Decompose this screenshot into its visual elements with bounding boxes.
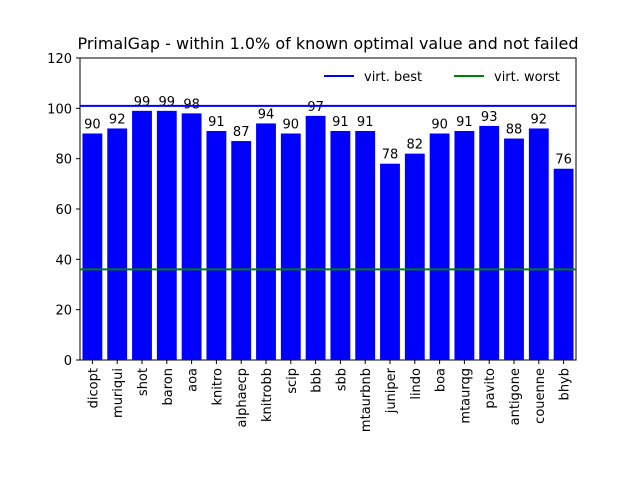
reference-lines-group (80, 104, 576, 271)
data-label-antigone: 88 (506, 123, 523, 138)
data-label-sbb: 91 (332, 115, 349, 130)
y-tick-label-60: 60 (55, 203, 72, 218)
x-tick-label-antigone: antigone (508, 368, 523, 425)
y-tick-label-0: 0 (64, 354, 72, 369)
x-tick-label-boa: boa (434, 368, 449, 392)
bar-antigone (504, 138, 524, 360)
y-tick-label-120: 120 (47, 52, 72, 67)
x-tick-label-mtaurbnb: mtaurbnb (359, 368, 374, 432)
bar-alphaecp (231, 141, 252, 360)
x-tick-label-shot: shot (136, 368, 151, 396)
bar-lindo (404, 153, 425, 360)
y-tick-label-100: 100 (47, 102, 72, 117)
data-label-mtaurqg: 91 (456, 115, 473, 130)
x-tick-label-alphaecp: alphaecp (235, 368, 250, 427)
plot-frame (79, 57, 577, 361)
bar-muriqui (107, 128, 128, 360)
x-tick-label-knitro: knitro (210, 368, 225, 406)
x-tick-label-knitrobb: knitrobb (260, 368, 275, 422)
x-tick-label-lindo: lindo (409, 368, 424, 400)
y-tick-label-20: 20 (55, 304, 72, 319)
data-label-boa: 90 (431, 118, 448, 133)
bar-baron (156, 110, 177, 360)
data-label-bbb: 97 (307, 100, 324, 115)
data-label-juniper: 78 (382, 148, 399, 163)
x-tick-label-scip: scip (285, 368, 300, 394)
bar-sbb (330, 130, 351, 360)
x-tick-label-pavito: pavito (483, 368, 498, 409)
bar-dicopt (82, 133, 103, 360)
data-label-dicopt: 90 (84, 118, 101, 133)
data-label-shot: 99 (134, 95, 151, 110)
bar-mtaurqg (454, 130, 475, 360)
legend: virt. best virt. worst (324, 70, 560, 85)
bar-couenne (528, 128, 549, 360)
x-tick-label-sbb: sbb (334, 368, 349, 391)
x-tick-label-juniper: juniper (384, 367, 399, 414)
bar-bhyb (553, 168, 574, 360)
y-tick-label-80: 80 (55, 153, 72, 168)
bar-boa (429, 133, 450, 360)
legend-label-1: virt. worst (494, 70, 560, 85)
x-tick-label-aoa: aoa (186, 368, 201, 392)
data-label-alphaecp: 87 (233, 125, 250, 140)
chart-title: PrimalGap - within 1.0% of known optimal… (77, 34, 578, 53)
data-label-scip: 90 (283, 118, 300, 133)
bar-juniper (380, 163, 400, 360)
bar-bbb (305, 115, 326, 360)
data-label-baron: 99 (159, 95, 176, 110)
data-label-couenne: 92 (531, 112, 548, 127)
data-label-pavito: 93 (481, 110, 498, 125)
axes-group: dicopt muriqui shot baron aoa knitro alphaecp k… (47, 52, 577, 432)
x-tick-label-couenne: couenne (533, 368, 548, 424)
bar-mtaurbnb (355, 130, 376, 360)
x-tick-label-bbb: bbb (310, 368, 325, 393)
data-label-knitro: 91 (208, 115, 225, 130)
bars-group: 9092999998918794909791917882909193889276 (82, 95, 574, 360)
x-tick-label-baron: baron (161, 368, 176, 405)
x-tick-label-mtaurqg: mtaurqg (458, 368, 473, 424)
y-tick-label-40: 40 (55, 253, 72, 268)
bar-scip (280, 133, 301, 360)
bar-knitrobb (256, 123, 276, 360)
bar-pavito (479, 125, 500, 360)
bar-shot (132, 110, 152, 360)
bar-aoa (181, 113, 202, 360)
data-label-mtaurbnb: 91 (357, 115, 374, 130)
bar-knitro (206, 130, 227, 360)
x-tick-label-bhyb: bhyb (558, 368, 573, 400)
data-label-knitrobb: 94 (258, 107, 275, 122)
legend-label-0: virt. best (364, 70, 422, 85)
data-label-lindo: 82 (407, 138, 424, 153)
x-tick-label-dicopt: dicopt (86, 368, 101, 408)
data-label-muriqui: 92 (109, 112, 126, 127)
data-label-bhyb: 76 (555, 153, 572, 168)
x-tick-label-muriqui: muriqui (111, 368, 126, 418)
